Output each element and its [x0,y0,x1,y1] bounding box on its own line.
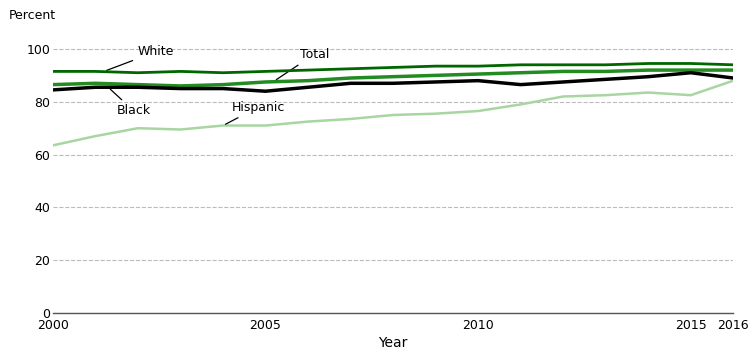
Text: White: White [107,45,175,70]
Text: Percent: Percent [9,9,56,22]
Text: Total: Total [277,48,329,80]
X-axis label: Year: Year [379,336,407,350]
Text: Hispanic: Hispanic [225,101,285,124]
Text: Black: Black [110,89,151,118]
